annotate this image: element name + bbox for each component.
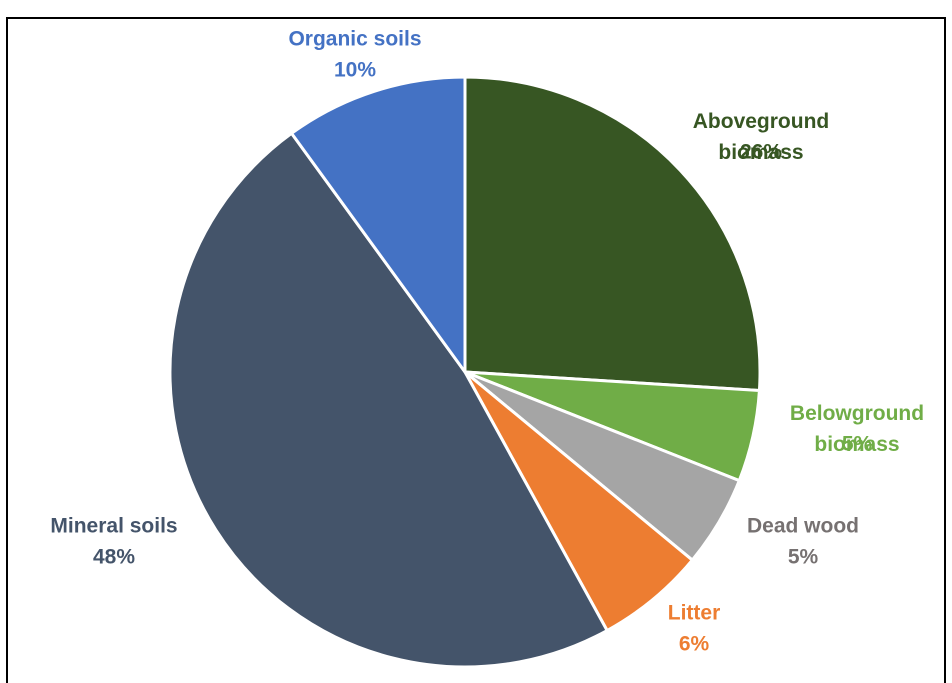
- slice-label: Belowground biomass: [790, 402, 924, 456]
- value-label: 10%: [334, 59, 376, 82]
- value-label: 5%: [842, 433, 873, 456]
- value-label: 6%: [679, 633, 710, 656]
- slice-label: Mineral soils: [50, 515, 177, 538]
- slice-label: Organic soils: [288, 28, 421, 51]
- pie-slice: [289, 75, 467, 377]
- slice-label: Aboveground biomass: [693, 110, 830, 164]
- value-label: 5%: [788, 546, 819, 569]
- slice-label: Dead wood: [747, 515, 859, 538]
- value-label: 26%: [740, 141, 782, 164]
- slice-label: Litter: [668, 602, 721, 625]
- pie-slice: [168, 131, 610, 669]
- value-label: 48%: [93, 546, 135, 569]
- pie-slice: [463, 75, 762, 393]
